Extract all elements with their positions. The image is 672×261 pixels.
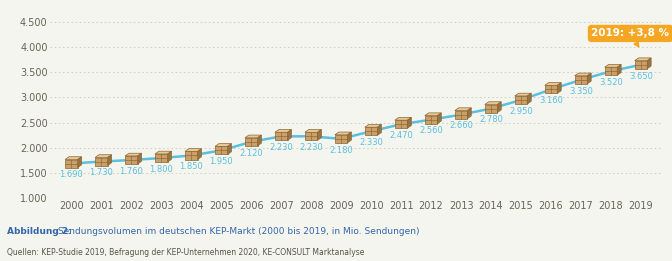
Text: 2.470: 2.470: [389, 131, 413, 140]
Polygon shape: [198, 149, 202, 159]
Polygon shape: [167, 151, 171, 162]
Polygon shape: [647, 58, 651, 69]
Polygon shape: [305, 129, 321, 132]
Polygon shape: [215, 146, 228, 155]
Text: 2.180: 2.180: [329, 146, 353, 155]
Text: 2.230: 2.230: [299, 143, 323, 152]
Polygon shape: [515, 93, 532, 96]
Polygon shape: [634, 61, 647, 69]
Polygon shape: [78, 157, 81, 168]
Polygon shape: [155, 154, 167, 162]
Polygon shape: [317, 129, 321, 140]
Polygon shape: [455, 111, 467, 119]
Polygon shape: [125, 153, 142, 156]
Text: 3.160: 3.160: [539, 96, 563, 105]
Text: 2.780: 2.780: [479, 115, 503, 124]
Polygon shape: [95, 157, 108, 165]
Text: 2.230: 2.230: [269, 143, 293, 152]
Polygon shape: [245, 135, 261, 138]
Polygon shape: [575, 76, 587, 84]
Polygon shape: [425, 116, 437, 124]
Polygon shape: [545, 83, 561, 85]
Polygon shape: [485, 102, 501, 105]
Polygon shape: [305, 132, 317, 140]
Polygon shape: [485, 105, 497, 112]
Polygon shape: [634, 58, 651, 61]
Polygon shape: [395, 117, 411, 120]
Polygon shape: [185, 149, 202, 151]
Text: 3.650: 3.650: [629, 72, 653, 80]
Polygon shape: [275, 132, 288, 140]
Polygon shape: [528, 93, 532, 104]
Polygon shape: [605, 64, 621, 67]
Text: 3.350: 3.350: [569, 87, 593, 96]
Text: 1.850: 1.850: [179, 162, 203, 171]
Polygon shape: [545, 85, 557, 93]
Polygon shape: [437, 113, 442, 124]
Polygon shape: [335, 135, 347, 143]
Polygon shape: [467, 108, 471, 119]
Polygon shape: [155, 151, 171, 154]
Text: 3.520: 3.520: [599, 78, 623, 87]
Polygon shape: [65, 157, 81, 159]
Polygon shape: [257, 135, 261, 146]
Text: 1.950: 1.950: [210, 157, 233, 166]
Text: 2.120: 2.120: [239, 149, 263, 158]
Polygon shape: [407, 117, 411, 128]
Polygon shape: [365, 127, 378, 135]
Polygon shape: [605, 67, 618, 75]
Text: 1.730: 1.730: [89, 168, 114, 177]
Polygon shape: [378, 124, 381, 135]
Text: 2.660: 2.660: [449, 121, 473, 130]
Polygon shape: [587, 73, 591, 84]
Polygon shape: [347, 132, 351, 143]
Polygon shape: [395, 120, 407, 128]
Text: 2.560: 2.560: [419, 127, 443, 135]
Polygon shape: [365, 124, 381, 127]
Polygon shape: [515, 96, 528, 104]
Text: 2.950: 2.950: [509, 107, 533, 116]
Polygon shape: [618, 64, 621, 75]
Polygon shape: [557, 83, 561, 93]
Text: Quellen: KEP-Studie 2019, Befragung der KEP-Unternehmen 2020, KE-CONSULT Marktan: Quellen: KEP-Studie 2019, Befragung der …: [7, 248, 364, 257]
Text: 2.330: 2.330: [360, 138, 383, 147]
Polygon shape: [215, 144, 231, 146]
Polygon shape: [275, 129, 292, 132]
Polygon shape: [455, 108, 471, 111]
Polygon shape: [138, 153, 142, 164]
Polygon shape: [108, 155, 112, 165]
Polygon shape: [245, 138, 257, 146]
Text: 2019: +3,8 %: 2019: +3,8 %: [591, 28, 669, 47]
Polygon shape: [497, 102, 501, 112]
Text: 1.690: 1.690: [60, 170, 83, 179]
Polygon shape: [575, 73, 591, 76]
Polygon shape: [185, 151, 198, 159]
Text: Abbildung 2:: Abbildung 2:: [7, 227, 71, 236]
Polygon shape: [95, 155, 112, 157]
Polygon shape: [288, 129, 292, 140]
Text: 1.760: 1.760: [120, 167, 143, 176]
Polygon shape: [228, 144, 231, 155]
Polygon shape: [125, 156, 138, 164]
Polygon shape: [335, 132, 351, 135]
Polygon shape: [65, 159, 78, 168]
Polygon shape: [425, 113, 442, 116]
Text: Sendungsvolumen im deutschen KEP-Markt (2000 bis 2019, in Mio. Sendungen): Sendungsvolumen im deutschen KEP-Markt (…: [55, 227, 419, 236]
Text: 1.800: 1.800: [149, 165, 173, 174]
